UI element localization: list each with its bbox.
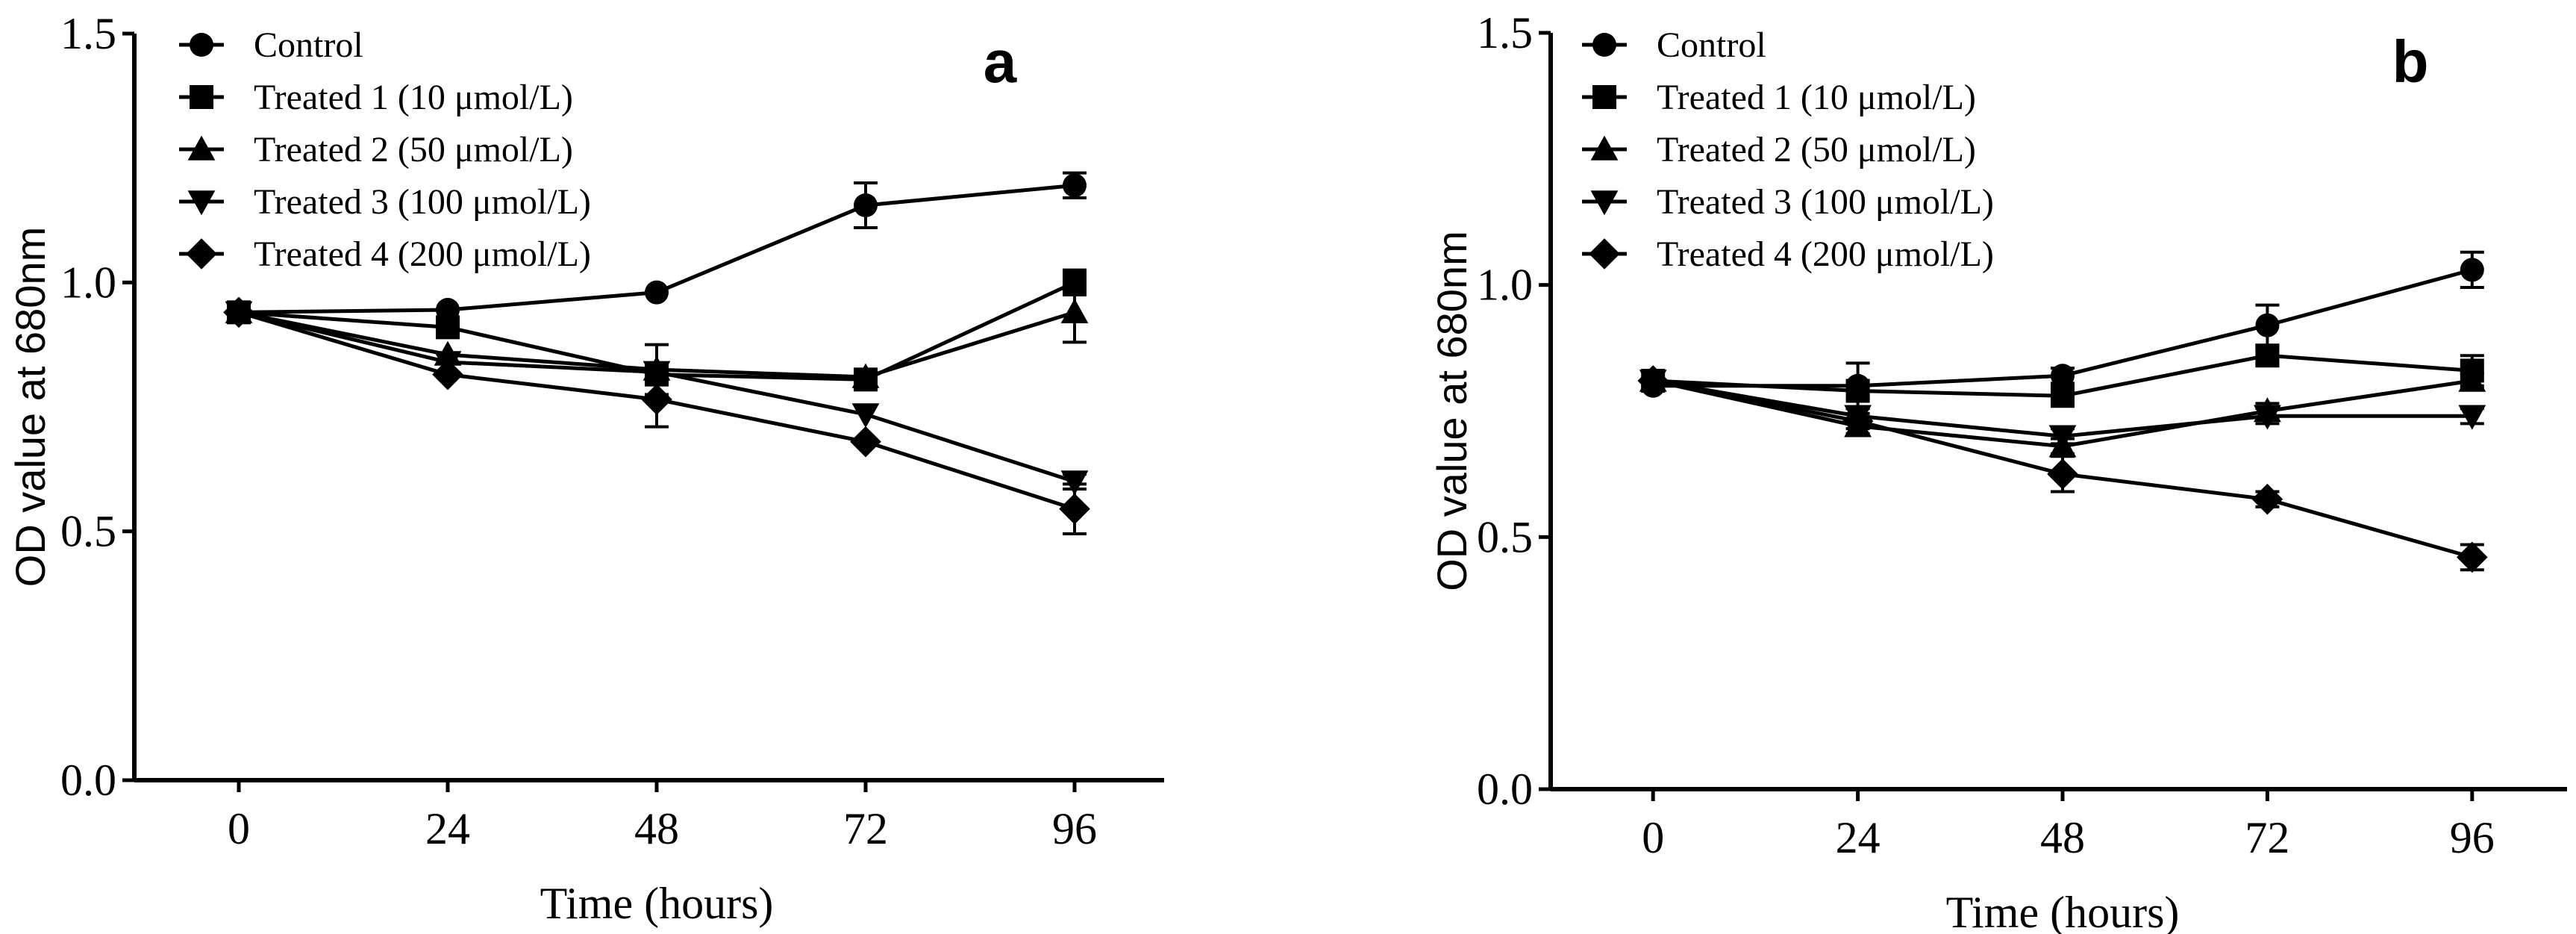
- series-diamond: [223, 296, 1090, 535]
- legend-marker: [187, 190, 216, 216]
- y-axis-title: OD value at 680nm: [7, 227, 54, 587]
- chart-panel-b: 0.0 0.5 1.0 1.5 0 24 48 72 96 Time (hours) OD valu…: [1428, 8, 2567, 934]
- data-point: [851, 363, 880, 388]
- data-point: [1637, 365, 1669, 396]
- x-tick-label: 96: [2450, 813, 2495, 862]
- legend-entry: Treated 1 (10 μmol/L): [1582, 78, 1976, 117]
- y-tick-label: 0.0: [60, 756, 116, 805]
- data-point: [2251, 483, 2283, 515]
- legend-entry: Treated 1 (10 μmol/L): [179, 78, 573, 117]
- data-point: [2048, 425, 2077, 450]
- y-tick-label: 0.5: [60, 507, 116, 556]
- legend-label: Control: [254, 25, 363, 65]
- y-tick-label: 1.0: [60, 258, 116, 307]
- legend-entry: Treated 2 (50 μmol/L): [179, 130, 573, 169]
- legend-label: Treated 3 (100 μmol/L): [254, 182, 591, 222]
- y-tick-label: 0.5: [1477, 512, 1533, 561]
- data-point: [2047, 458, 2078, 490]
- legend-marker: [1590, 190, 1619, 216]
- legend-marker: [186, 238, 217, 270]
- legend-marker: [190, 85, 213, 109]
- legend-marker: [1592, 85, 1616, 109]
- legend-entry: Control: [1582, 25, 1766, 65]
- data-point: [1059, 493, 1090, 525]
- legend-label: Control: [1657, 25, 1766, 65]
- data-point: [1842, 405, 1874, 437]
- x-tick-label: 72: [843, 804, 888, 853]
- data-point: [641, 384, 672, 415]
- data-point: [2460, 258, 2484, 282]
- x-tick-label: 48: [2040, 813, 2085, 862]
- y-axis-title: OD value at 680nm: [1428, 231, 1475, 591]
- legend-entry: Treated 2 (50 μmol/L): [1582, 130, 1976, 169]
- data-point: [645, 280, 669, 305]
- x-tick-label: 24: [1836, 813, 1881, 862]
- legend-entry: Treated 3 (100 μmol/L): [179, 182, 591, 222]
- legend-label: Treated 4 (200 μmol/L): [254, 234, 591, 274]
- legend-marker: [187, 135, 216, 161]
- y-tick-label: 1.0: [1477, 261, 1533, 310]
- series-diamond: [1637, 365, 2488, 573]
- legend-marker: [1590, 135, 1619, 161]
- legend-entry: Treated 4 (200 μmol/L): [1582, 234, 1994, 274]
- legend-marker: [1589, 238, 1620, 270]
- legend-label: Treated 1 (10 μmol/L): [254, 78, 573, 117]
- x-tick-label: 96: [1052, 804, 1097, 853]
- legend-label: Treated 1 (10 μmol/L): [1657, 78, 1976, 117]
- x-tick-label: 0: [1642, 813, 1664, 862]
- legend-label: Treated 3 (100 μmol/L): [1657, 182, 1994, 222]
- data-point: [2458, 367, 2486, 392]
- data-point: [1845, 379, 1870, 403]
- data-point: [1063, 173, 1087, 198]
- data-point: [2051, 364, 2075, 388]
- data-point: [851, 403, 880, 429]
- data-point: [2458, 405, 2486, 430]
- data-point: [2457, 541, 2488, 573]
- data-point: [850, 426, 881, 458]
- chart-panel-a: 0.0 0.5 1.0 1.5 0 24 48 72 96 Time (hours) OD valu…: [7, 9, 1164, 928]
- data-point: [854, 193, 878, 217]
- data-point: [2255, 313, 2280, 337]
- data-point: [223, 296, 254, 329]
- x-tick-label: 0: [228, 804, 250, 853]
- data-point: [1060, 298, 1089, 324]
- data-point: [2255, 343, 2280, 368]
- data-point: [432, 358, 463, 390]
- legend-entry: Control: [179, 25, 363, 65]
- legend-label: Treated 2 (50 μmol/L): [254, 130, 573, 169]
- legend-entry: Treated 3 (100 μmol/L): [1582, 182, 1994, 222]
- x-tick-label: 24: [425, 804, 470, 853]
- panel-label: b: [2392, 28, 2429, 95]
- legend-marker: [190, 33, 213, 57]
- legend-label: Treated 4 (200 μmol/L): [1657, 234, 1994, 274]
- legend-entry: Treated 4 (200 μmol/L): [179, 234, 591, 274]
- y-tick-label: 0.0: [1477, 765, 1533, 814]
- data-point: [436, 315, 460, 340]
- y-tick-label: 1.5: [60, 9, 116, 58]
- x-tick-label: 72: [2245, 813, 2289, 862]
- data-point: [2051, 384, 2075, 408]
- x-axis-title: Time (hours): [1946, 888, 2180, 934]
- panel-label: a: [984, 28, 1017, 95]
- data-point: [2254, 405, 2281, 430]
- y-tick-label: 1.5: [1477, 8, 1533, 57]
- legend-marker: [1592, 33, 1616, 57]
- x-tick-label: 48: [634, 804, 679, 853]
- x-axis-title: Time (hours): [540, 879, 774, 928]
- legend-label: Treated 2 (50 μmol/L): [1657, 130, 1976, 169]
